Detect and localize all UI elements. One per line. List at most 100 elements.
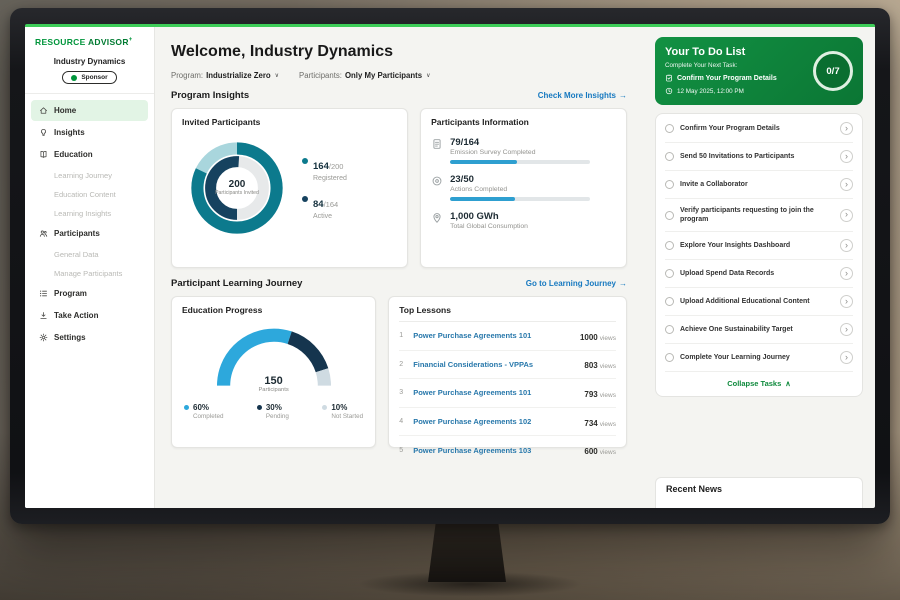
due-date-row: 12 May 2025, 12:00 PM [665,87,853,95]
sidebar-item-general-data[interactable]: General Data [31,245,148,263]
sidebar-item-insights[interactable]: Insights [31,122,148,143]
chevron-right-icon[interactable]: › [840,239,853,253]
main-content: Welcome, Industry Dynamics Program: Indu… [155,27,643,508]
views-label: views [599,334,616,342]
lesson-link[interactable]: Power Purchase Agreements 101 [413,331,532,341]
metric-value: 79/164 [450,137,480,148]
todo-task[interactable]: Send 50 Invitations to Participants › [665,143,853,171]
lesson-link[interactable]: Power Purchase Agreements 103 [413,445,532,455]
sidebar-item-education[interactable]: Education [31,144,148,165]
lightbulb-icon [41,129,46,136]
lesson-row: 1 Power Purchase Agreements 101 1000 view… [399,322,616,351]
collapse-label: Collapse Tasks [727,379,782,389]
collapse-tasks-button[interactable]: Collapse Tasks ∧ [665,372,853,394]
registered-label: Registered [313,175,347,182]
task-label: Complete Your Learning Journey [680,354,790,362]
pending-pct: 30% [265,403,282,412]
program-value: Industrialize Zero [206,71,271,80]
checkbox-circle-icon[interactable] [665,325,674,335]
checkbox-circle-icon[interactable] [665,210,674,220]
todo-task[interactable]: Achieve One Sustainability Target › [665,316,853,345]
task-label: Explore Your Insights Dashboard [680,242,791,250]
sidebar-item-label: Settings [54,333,86,342]
lesson-rank: 1 [399,332,404,340]
todo-task[interactable]: Explore Your Insights Dashboard › [665,232,853,261]
next-task-label: Confirm Your Program Details [677,74,777,82]
monitor-bezel: RESOURCE ADVISOR+ Industry Dynamics Spon… [10,8,890,524]
lesson-views: 734 views [584,413,616,431]
todo-task[interactable]: Upload Additional Educational Content › [665,288,853,317]
go-to-learning-journey-link[interactable]: Go to Learning Journey → [526,279,627,288]
checkbox-circle-icon[interactable] [665,241,674,251]
lesson-link[interactable]: Power Purchase Agreements 101 [413,388,532,398]
link-label: Go to Learning Journey [525,279,616,288]
due-date-label: 12 May 2025, 12:00 PM [677,87,744,95]
sidebar-item-label: Education Content [54,189,116,199]
sidebar-item-learning-journey[interactable]: Learning Journey [31,166,148,184]
sidebar-item-home[interactable]: Home [31,100,148,121]
todo-task[interactable]: Upload Spend Data Records › [665,260,853,289]
chevron-right-icon[interactable]: › [840,323,853,337]
sponsor-badge[interactable]: Sponsor [62,71,117,84]
chevron-right-icon[interactable]: › [840,208,853,222]
sidebar-item-label: Manage Participants [54,268,123,278]
sidebar-item-learning-insights[interactable]: Learning Insights [31,204,148,222]
checkbox-circle-icon[interactable] [665,353,674,363]
participants-dropdown[interactable]: Participants: Only My Participants ∨ [299,71,430,80]
metric-emission-survey: 79/164 Emission Survey Completed [431,137,616,164]
sponsor-badge-icon [71,74,78,81]
checkbox-circle-icon[interactable] [665,269,674,279]
lesson-views: 600 views [584,441,616,459]
resource-advisor-logo[interactable]: RESOURCE ADVISOR+ [25,37,154,47]
views-count: 600 [584,447,598,457]
sidebar-item-education-content[interactable]: Education Content [31,185,148,203]
chevron-right-icon[interactable]: › [840,178,853,191]
sidebar-item-participants[interactable]: Participants [31,223,148,244]
gauge-center-label: 150 Participants [214,375,334,393]
pending-label: Pending [265,413,289,420]
sidebar-item-program[interactable]: Program [31,283,148,304]
views-count: 803 [584,361,598,371]
chevron-right-icon[interactable]: › [840,150,853,163]
participants-value: Only My Participants [344,71,423,80]
metric-label: Actions Completed [450,186,508,193]
progress-bar [450,160,591,164]
chevron-right-icon[interactable]: › [840,295,853,309]
chevron-right-icon[interactable]: › [840,122,853,135]
todo-task[interactable]: Confirm Your Program Details › [665,115,853,143]
sidebar-item-label: Learning Insights [54,208,112,218]
org-name: Industry Dynamics [53,57,126,66]
task-label: Upload Additional Educational Content [680,298,810,306]
brand-word1: RESOURCE [35,37,86,47]
program-dropdown[interactable]: Program: Industrialize Zero ∨ [171,71,279,80]
completed-label: Completed [193,413,224,420]
next-task-row[interactable]: Confirm Your Program Details [665,74,853,82]
sponsor-badge-label: Sponsor [81,74,108,81]
checkbox-circle-icon[interactable] [665,152,674,161]
completed-pct: 60% [193,403,210,412]
todo-task[interactable]: Invite a Collaborator › [665,171,853,199]
lesson-row: 2 Financial Considerations - VPPAs 803 vi… [399,351,616,380]
checkbox-circle-icon[interactable] [665,297,674,307]
monitor-stand [428,522,506,582]
lesson-link[interactable]: Power Purchase Agreements 102 [413,417,532,427]
check-more-insights-link[interactable]: Check More Insights → [538,91,627,100]
chevron-right-icon[interactable]: › [840,351,853,365]
legend-dot [256,405,262,410]
sidebar-item-take-action[interactable]: Take Action [31,305,148,326]
clock-icon [665,87,673,95]
chevron-up-icon: ∧ [785,379,791,389]
book-icon [40,151,47,158]
sidebar-item-manage-participants[interactable]: Manage Participants [31,264,148,282]
todo-task[interactable]: Complete Your Learning Journey › [665,344,853,373]
sidebar-item-settings[interactable]: Settings [31,327,148,348]
participants-count-label: Participants [258,387,289,393]
checkbox-circle-icon[interactable] [665,180,674,189]
brand-word2: ADVISOR [87,37,129,47]
todo-task[interactable]: Verify participants requesting to join t… [665,199,853,233]
sidebar-item-label: Home [54,106,77,115]
lesson-link[interactable]: Financial Considerations - VPPAs [413,359,534,369]
checkbox-circle-icon[interactable] [665,124,674,133]
chevron-right-icon[interactable]: › [840,267,853,281]
legend-item-completed: 60% Completed [184,403,223,420]
